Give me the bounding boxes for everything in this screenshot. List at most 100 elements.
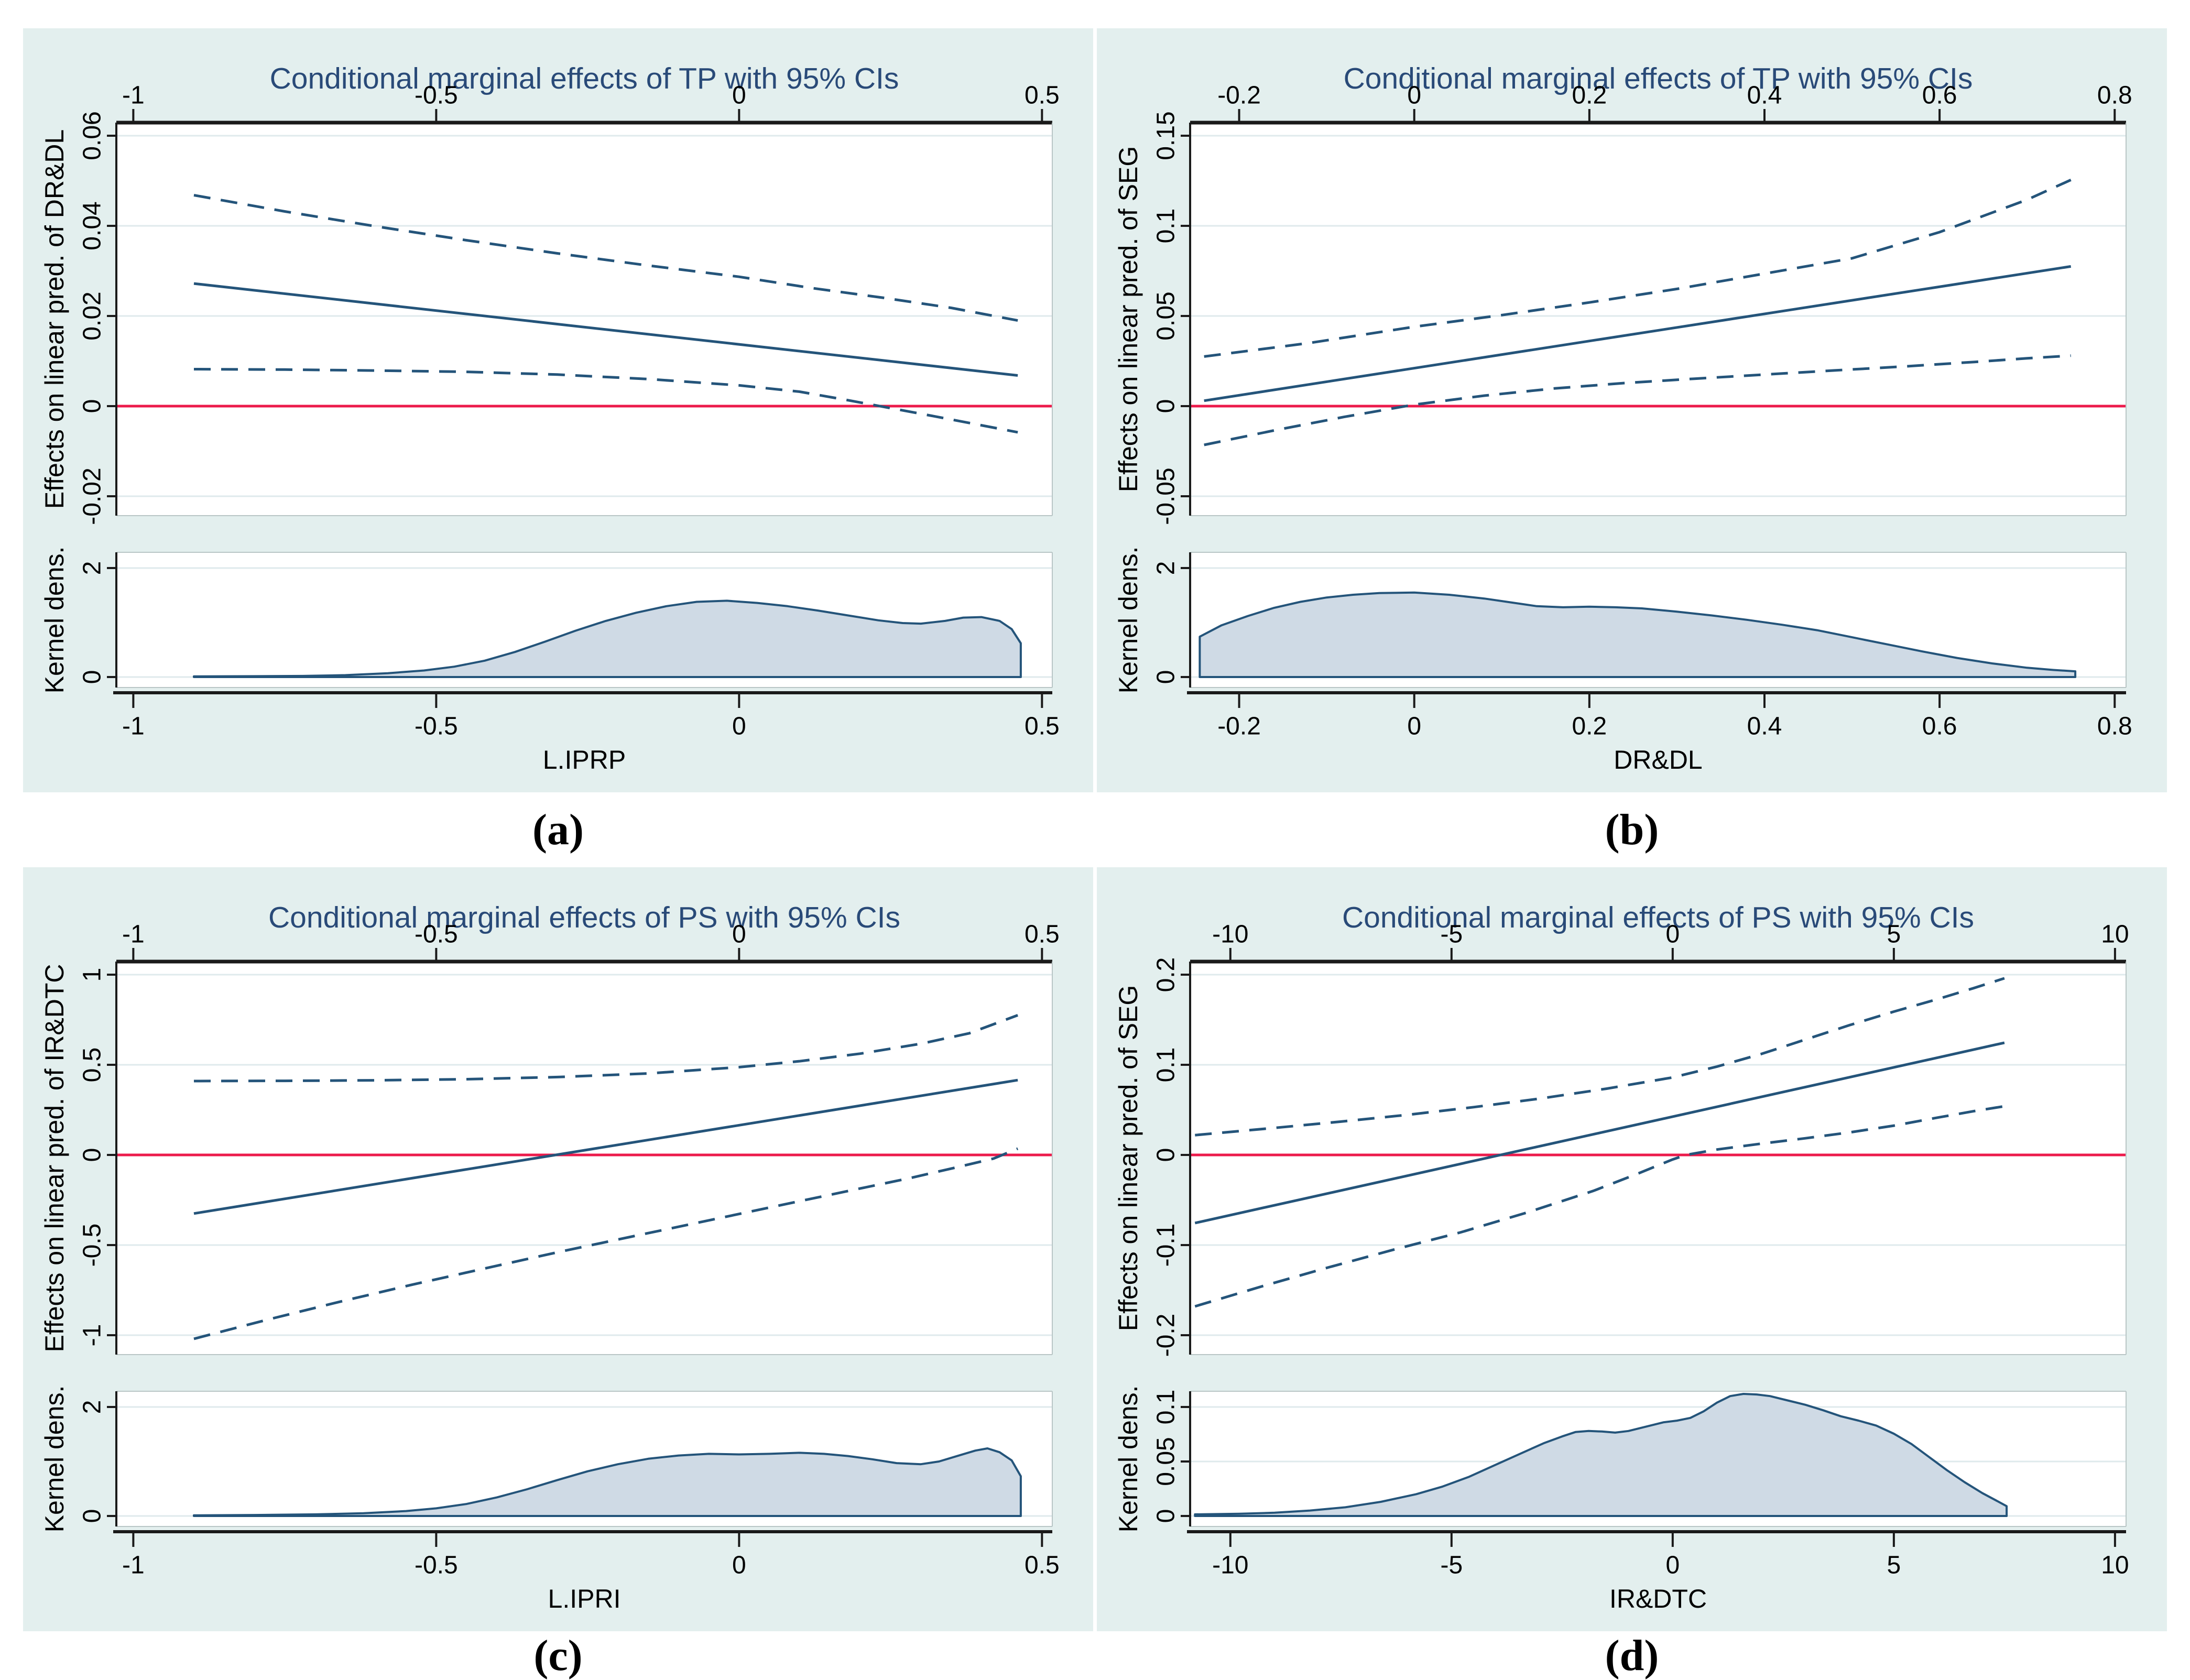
bottom-x-tick-label: -1 — [122, 1552, 145, 1579]
effects-y-axis-title: Effects on linear pred. of DR&DL — [40, 129, 69, 509]
panel-caption-a: (a) — [532, 805, 584, 854]
bottom-x-tick-label: -0.5 — [415, 713, 458, 740]
effects-y-tick-label: 0.5 — [79, 1048, 106, 1083]
upper-95ci-line — [193, 1014, 1018, 1083]
bottom-x-tick-label: 0.8 — [2097, 713, 2132, 740]
top-x-tick-label: -10 — [1212, 921, 1248, 948]
top-x-tick-label: 0 — [732, 921, 746, 948]
top-x-tick-label: 0.8 — [2097, 82, 2132, 110]
density-y-axis-title: Kernel dens. — [1114, 1386, 1143, 1533]
effects-y-tick-label: -1 — [79, 1324, 106, 1347]
bottom-x-tick-label: 0 — [732, 713, 746, 740]
density-y-tick-label: 0.1 — [1152, 1390, 1180, 1425]
density-y-tick-label: 0 — [1152, 1509, 1180, 1523]
effects-y-tick-label: -0.5 — [79, 1224, 106, 1267]
kernel-density-area — [1194, 1393, 2008, 1517]
panel-caption-b: (b) — [1605, 805, 1659, 854]
lower-95ci-line — [1194, 1105, 2005, 1308]
marginal-effect-line — [193, 282, 1018, 377]
x-axis-title: IR&DTC — [1609, 1584, 1707, 1613]
density-y-tick-label: 2 — [79, 561, 106, 575]
effects-y-axis-title: Effects on linear pred. of IR&DTC — [40, 964, 69, 1352]
effects-plot-area — [1190, 962, 2126, 1355]
effects-y-tick-label: 0.06 — [79, 111, 106, 160]
density-y-axis-title: Kernel dens. — [40, 1386, 69, 1533]
kernel-density-area — [1198, 591, 2077, 678]
bottom-x-tick-label: -10 — [1212, 1552, 1248, 1579]
effects-y-tick-label: 0 — [1152, 399, 1180, 413]
top-x-tick-label: 0.4 — [1747, 82, 1782, 110]
upper-95ci-line — [1204, 179, 2072, 358]
effects-y-tick-label: 0 — [1152, 1148, 1180, 1162]
top-x-tick-label: 0 — [1407, 82, 1421, 110]
chart-title: Conditional marginal effects of TP with … — [1344, 62, 1973, 95]
panel-b-chart: Conditional marginal effects of TP with … — [1097, 28, 2167, 792]
panel-a: Conditional marginal effects of TP with … — [23, 28, 1093, 792]
top-x-tick-label: 0.5 — [1025, 921, 1060, 948]
bottom-x-tick-label: 0 — [732, 1552, 746, 1579]
density-y-tick-label: 0 — [79, 1509, 106, 1523]
bottom-x-tick-label: 0.2 — [1572, 713, 1607, 740]
x-axis-title: L.IPRP — [543, 745, 626, 774]
lower-95ci-line — [1204, 354, 2071, 446]
bottom-x-tick-label: 0 — [1407, 713, 1421, 740]
kernel-density-area — [193, 599, 1022, 678]
top-x-tick-label: -0.5 — [415, 82, 458, 110]
top-x-tick-label: 0 — [1666, 921, 1680, 948]
top-x-tick-label: -0.2 — [1217, 82, 1261, 110]
density-y-tick-label: 2 — [79, 1400, 106, 1414]
density-y-tick-label: 2 — [1152, 561, 1180, 575]
bottom-x-tick-label: 0.5 — [1025, 713, 1060, 740]
bottom-x-tick-label: 0.4 — [1747, 713, 1782, 740]
lower-95ci-line — [193, 1147, 1019, 1340]
top-x-tick-label: 0.2 — [1572, 82, 1607, 110]
effects-y-tick-label: -0.2 — [1152, 1314, 1180, 1357]
effects-y-tick-label: 0 — [79, 1148, 106, 1162]
effects-plot-area — [116, 123, 1052, 516]
x-axis-title: DR&DL — [1614, 745, 1702, 774]
density-y-axis-title: Kernel dens. — [1114, 547, 1143, 694]
top-x-tick-label: -1 — [122, 82, 145, 110]
bottom-x-tick-label: 0 — [1666, 1552, 1680, 1579]
density-y-tick-label: 0.05 — [1152, 1437, 1180, 1486]
top-x-tick-label: -5 — [1440, 921, 1463, 948]
density-y-tick-label: 0 — [79, 670, 106, 684]
top-x-tick-label: 0 — [732, 82, 746, 110]
panel-caption-d: (d) — [1605, 1631, 1659, 1680]
top-x-tick-label: 0.5 — [1025, 82, 1060, 110]
x-axis-title: L.IPRI — [548, 1584, 621, 1613]
effects-y-tick-label: -0.05 — [1152, 467, 1180, 525]
bottom-x-tick-label: -1 — [122, 713, 145, 740]
panel-c-chart: Conditional marginal effects of PS with … — [23, 867, 1093, 1631]
effects-y-axis-title: Effects on linear pred. of SEG — [1114, 985, 1143, 1332]
effects-y-tick-label: 0.1 — [1152, 1048, 1180, 1083]
chart-title: Conditional marginal effects of PS with … — [268, 901, 900, 934]
effects-y-tick-label: 0 — [79, 399, 106, 413]
marginal-effect-line — [193, 1078, 1018, 1215]
top-x-tick-label: 5 — [1887, 921, 1901, 948]
density-y-axis-title: Kernel dens. — [40, 547, 69, 694]
effects-y-axis-title: Effects on linear pred. of SEG — [1114, 146, 1143, 493]
panel-d-chart: Conditional marginal effects of PS with … — [1097, 867, 2167, 1631]
effects-y-tick-label: 0.02 — [79, 291, 106, 340]
effects-y-tick-label: 0.1 — [1152, 209, 1180, 244]
bottom-x-tick-label: 0.6 — [1922, 713, 1957, 740]
effects-plot-area — [116, 962, 1052, 1355]
bottom-x-tick-label: 5 — [1887, 1552, 1901, 1579]
panel-d: Conditional marginal effects of PS with … — [1097, 867, 2167, 1631]
effects-y-tick-label: -0.02 — [79, 467, 106, 525]
effects-y-tick-label: -0.1 — [1152, 1224, 1180, 1267]
marginal-effect-line — [1194, 1041, 2005, 1225]
kernel-density-area — [193, 1447, 1022, 1517]
bottom-x-tick-label: -0.2 — [1217, 713, 1261, 740]
top-x-tick-label: 0.6 — [1922, 82, 1957, 110]
bottom-x-tick-label: 10 — [2101, 1552, 2129, 1579]
effects-plot-area — [1190, 123, 2126, 516]
top-x-tick-label: -0.5 — [415, 921, 458, 948]
upper-95ci-line — [193, 194, 1018, 322]
chart-title: Conditional marginal effects of PS with … — [1342, 901, 1974, 934]
effects-y-tick-label: 1 — [79, 968, 106, 982]
lower-95ci-line — [193, 368, 1018, 434]
chart-title: Conditional marginal effects of TP with … — [270, 62, 899, 95]
